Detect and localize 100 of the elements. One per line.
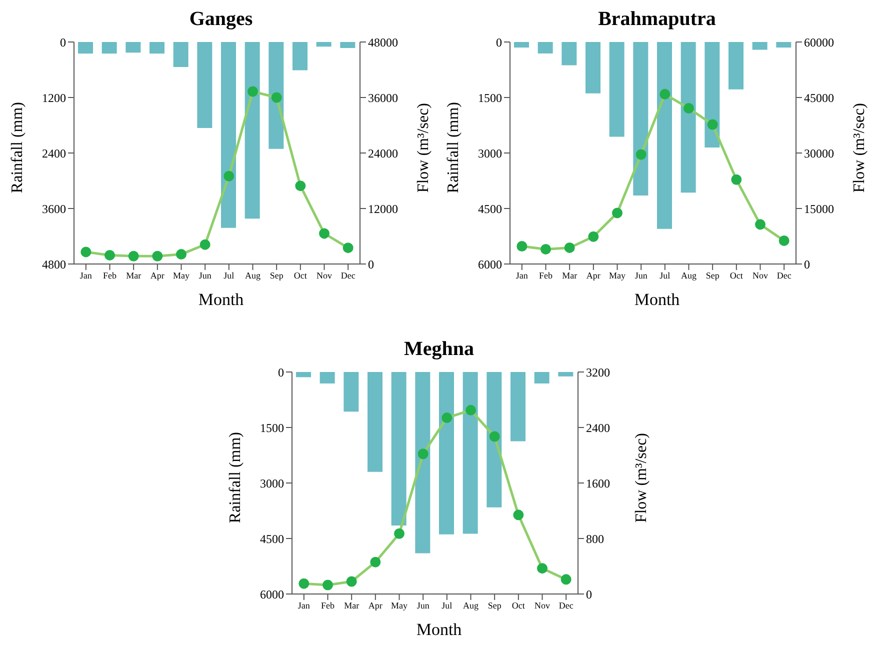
y2-axis-title: Flow (m³/sec) xyxy=(632,433,651,523)
y-tick-label: 2400 xyxy=(42,146,66,160)
x-axis-title: Month xyxy=(415,620,463,640)
x-tick-label: Apr xyxy=(586,270,600,280)
y-tick-label: 3000 xyxy=(260,476,284,490)
x-tick-label: Mar xyxy=(562,270,578,280)
x-tick-label: Jul xyxy=(224,270,235,280)
x-tick-label: Oct xyxy=(294,270,308,280)
bar xyxy=(486,372,502,508)
y-axis-title: Rainfall (mm) xyxy=(8,102,27,194)
bar xyxy=(268,42,284,149)
bar xyxy=(562,42,577,66)
bar xyxy=(391,372,406,526)
x-tick-label: Aug xyxy=(681,270,697,280)
x-tick-label: Feb xyxy=(539,270,553,280)
x-tick-label: Nov xyxy=(534,600,550,610)
x-tick-label: Nov xyxy=(752,270,768,280)
x-tick-label: Jan xyxy=(298,600,310,610)
bar xyxy=(752,42,768,50)
x-tick-label: Jul xyxy=(660,270,671,280)
y-axis-title: Rainfall (mm) xyxy=(226,432,245,524)
x-tick-label: Nov xyxy=(316,270,332,280)
x-tick-label: Apr xyxy=(368,600,382,610)
y-tick-label: 4500 xyxy=(478,202,502,216)
y2-tick-label: 1600 xyxy=(586,476,610,490)
x-tick-label: Dec xyxy=(340,270,356,280)
bar xyxy=(126,42,141,53)
y2-tick-label: 12000 xyxy=(368,202,398,216)
bar xyxy=(657,42,672,229)
x-tick-label: Sep xyxy=(488,600,502,610)
bar xyxy=(538,42,553,54)
y-axis-title: Rainfall (mm) xyxy=(444,102,463,194)
x-tick-label: Sep xyxy=(706,270,720,280)
x-tick-label: Jun xyxy=(198,270,212,280)
bar xyxy=(680,42,696,193)
y-tick-label: 1200 xyxy=(42,90,66,105)
y2-tick-label: 0 xyxy=(804,257,810,272)
y2-tick-label: 48000 xyxy=(368,35,398,50)
bar xyxy=(462,372,478,534)
bar xyxy=(102,42,117,54)
y2-tick-label: 2400 xyxy=(586,420,610,435)
y2-tick-label: 3200 xyxy=(586,365,610,380)
bar xyxy=(292,42,308,70)
bar xyxy=(173,42,188,67)
bar xyxy=(296,372,311,378)
y2-axis-title: Flow (m³/sec) xyxy=(414,103,433,193)
x-tick-label: Aug xyxy=(245,270,261,280)
y-tick-label: 4500 xyxy=(260,532,284,546)
y2-tick-label: 0 xyxy=(586,587,592,602)
y2-tick-label: 24000 xyxy=(368,146,398,160)
x-tick-label: Oct xyxy=(512,600,526,610)
bar xyxy=(340,42,356,48)
bar xyxy=(534,372,550,384)
bar xyxy=(704,42,720,148)
x-tick-label: May xyxy=(391,600,408,610)
x-tick-label: Apr xyxy=(150,270,164,280)
y2-tick-label: 0 xyxy=(368,257,374,272)
x-tick-label: Aug xyxy=(463,600,479,610)
bar xyxy=(728,42,744,90)
bar xyxy=(776,42,792,48)
bar xyxy=(586,42,600,94)
y-tick-label: 0 xyxy=(278,365,284,380)
bar xyxy=(558,372,574,376)
bar xyxy=(78,42,93,54)
x-tick-label: Feb xyxy=(321,600,335,610)
y2-tick-label: 60000 xyxy=(804,35,834,50)
x-tick-label: Jun xyxy=(634,270,648,280)
bar xyxy=(150,42,164,54)
bar xyxy=(316,42,332,47)
y-tick-label: 4800 xyxy=(42,257,66,272)
x-tick-label: Mar xyxy=(126,270,142,280)
x-tick-label: Jan xyxy=(80,270,92,280)
y2-tick-label: 45000 xyxy=(804,90,834,105)
chart-title: Brahmaputra xyxy=(597,8,717,32)
bar xyxy=(633,42,648,196)
x-tick-label: Jan xyxy=(516,270,528,280)
bar xyxy=(344,372,359,412)
bar xyxy=(415,372,430,554)
y-tick-label: 3600 xyxy=(42,202,66,216)
bar xyxy=(439,372,454,534)
chart-title: Meghna xyxy=(403,338,475,362)
x-tick-label: Oct xyxy=(730,270,744,280)
x-tick-label: May xyxy=(609,270,626,280)
y2-tick-label: 36000 xyxy=(368,90,398,105)
bar xyxy=(514,42,529,48)
bar xyxy=(609,42,624,137)
y2-tick-label: 15000 xyxy=(804,202,834,216)
y-tick-label: 0 xyxy=(496,35,502,50)
y2-tick-label: 30000 xyxy=(804,146,834,160)
y-tick-label: 3000 xyxy=(478,146,502,160)
x-tick-label: Jul xyxy=(442,600,453,610)
x-tick-label: Mar xyxy=(344,600,360,610)
x-tick-label: Feb xyxy=(103,270,117,280)
bar xyxy=(368,372,382,472)
x-axis-title: Month xyxy=(197,290,245,310)
y-tick-label: 1500 xyxy=(260,420,284,435)
y-tick-label: 6000 xyxy=(478,257,502,272)
y2-tick-label: 800 xyxy=(586,532,604,546)
x-axis-title: Month xyxy=(633,290,681,310)
x-tick-label: Sep xyxy=(270,270,284,280)
